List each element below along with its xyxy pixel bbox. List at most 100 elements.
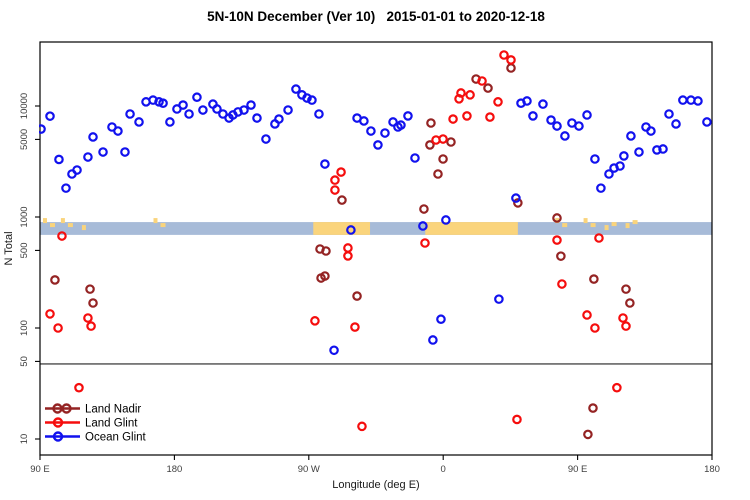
data-point [178, 100, 188, 110]
data-point [693, 96, 703, 106]
data-point [626, 131, 636, 141]
map-band-ocean [40, 222, 712, 235]
data-point [506, 55, 516, 65]
y-tick-label: 100 [19, 320, 30, 336]
data-point [50, 275, 60, 285]
y-tick-label: 10 [19, 434, 30, 445]
data-point [39, 124, 46, 134]
data-point [198, 105, 208, 115]
data-point [72, 165, 82, 175]
data-point [615, 161, 625, 171]
data-point [88, 298, 98, 308]
data-point [428, 335, 438, 345]
data-point [552, 121, 562, 131]
data-point [291, 84, 301, 94]
y-tick-label: 10000 [19, 93, 30, 119]
data-point [512, 414, 522, 425]
data-point [321, 246, 331, 256]
legend-label: Ocean Glint [85, 432, 147, 444]
data-point [588, 403, 598, 413]
data-point [646, 126, 656, 136]
data-point [343, 243, 353, 253]
legend-marker [52, 417, 64, 428]
data-point [192, 92, 202, 103]
y-axis-title: N Total [3, 231, 15, 265]
data-point [302, 93, 312, 103]
plot-frame [39, 41, 713, 456]
data-point [61, 183, 71, 193]
data-point [350, 322, 360, 332]
x-tick-label: 180 [166, 464, 182, 475]
legend-item-land-nadir: Land Nadir [45, 403, 141, 416]
data-point [88, 132, 98, 142]
data-point [528, 111, 538, 121]
x-tick-label: 0 [441, 464, 446, 475]
data-point [184, 109, 194, 119]
map-band-land-speck [160, 223, 166, 228]
data-point [582, 110, 592, 120]
data-point [125, 109, 135, 119]
legend: Land Nadir Land Glint Ocean Glint [45, 403, 147, 444]
data-point [462, 111, 472, 121]
data-point [538, 99, 548, 109]
data-point [158, 98, 168, 108]
data-point [165, 117, 175, 127]
data-point [433, 169, 443, 179]
data-point [83, 152, 93, 162]
data-point [493, 97, 503, 107]
data-point [619, 151, 629, 161]
data-point [513, 198, 523, 208]
data-point [396, 120, 406, 130]
data-point [274, 114, 284, 124]
map-band-land [313, 222, 371, 235]
legend-item-land-glint: Land Glint [45, 417, 138, 430]
data-point [359, 116, 369, 126]
data-point [560, 131, 570, 141]
data-point [403, 111, 413, 121]
map-band-land-speck [632, 220, 638, 225]
data-point [85, 284, 95, 294]
data-point [438, 134, 448, 144]
data-points-layer [39, 50, 712, 440]
x-tick-label: 90 W [298, 464, 320, 475]
data-point [618, 313, 628, 323]
y-tick-label: 500 [19, 242, 30, 258]
data-point [590, 154, 600, 164]
legend-label: Land Glint [85, 418, 138, 430]
data-point [314, 109, 324, 119]
data-point [320, 159, 330, 169]
y-tick-label: 50 [19, 356, 30, 367]
data-point [366, 126, 376, 136]
data-point [612, 382, 622, 393]
data-point [441, 215, 451, 225]
data-point [419, 204, 429, 214]
data-point [583, 429, 593, 440]
data-point [246, 100, 256, 110]
data-point [343, 251, 353, 261]
data-point [594, 233, 604, 243]
legend-marker [52, 431, 64, 442]
data-point [702, 117, 712, 127]
data-point [678, 95, 688, 105]
data-point [522, 96, 532, 106]
legend-marker [61, 403, 72, 414]
data-point [634, 147, 644, 157]
chart-title: 5N-10N December (Ver 10) 2015-01-01 to 2… [207, 9, 545, 24]
data-point [485, 112, 495, 122]
data-point [357, 421, 367, 432]
data-point [310, 316, 320, 326]
data-point [252, 113, 262, 123]
data-point [604, 169, 614, 179]
data-point [552, 213, 562, 223]
map-band-land-speck [60, 218, 65, 224]
data-point [320, 271, 330, 281]
data-point [557, 279, 567, 289]
data-point [621, 321, 631, 331]
data-point [330, 185, 340, 195]
data-point [438, 154, 448, 164]
data-point [456, 88, 466, 98]
series-ocean-glint [39, 84, 712, 356]
data-point [98, 147, 108, 157]
data-point [625, 298, 635, 308]
